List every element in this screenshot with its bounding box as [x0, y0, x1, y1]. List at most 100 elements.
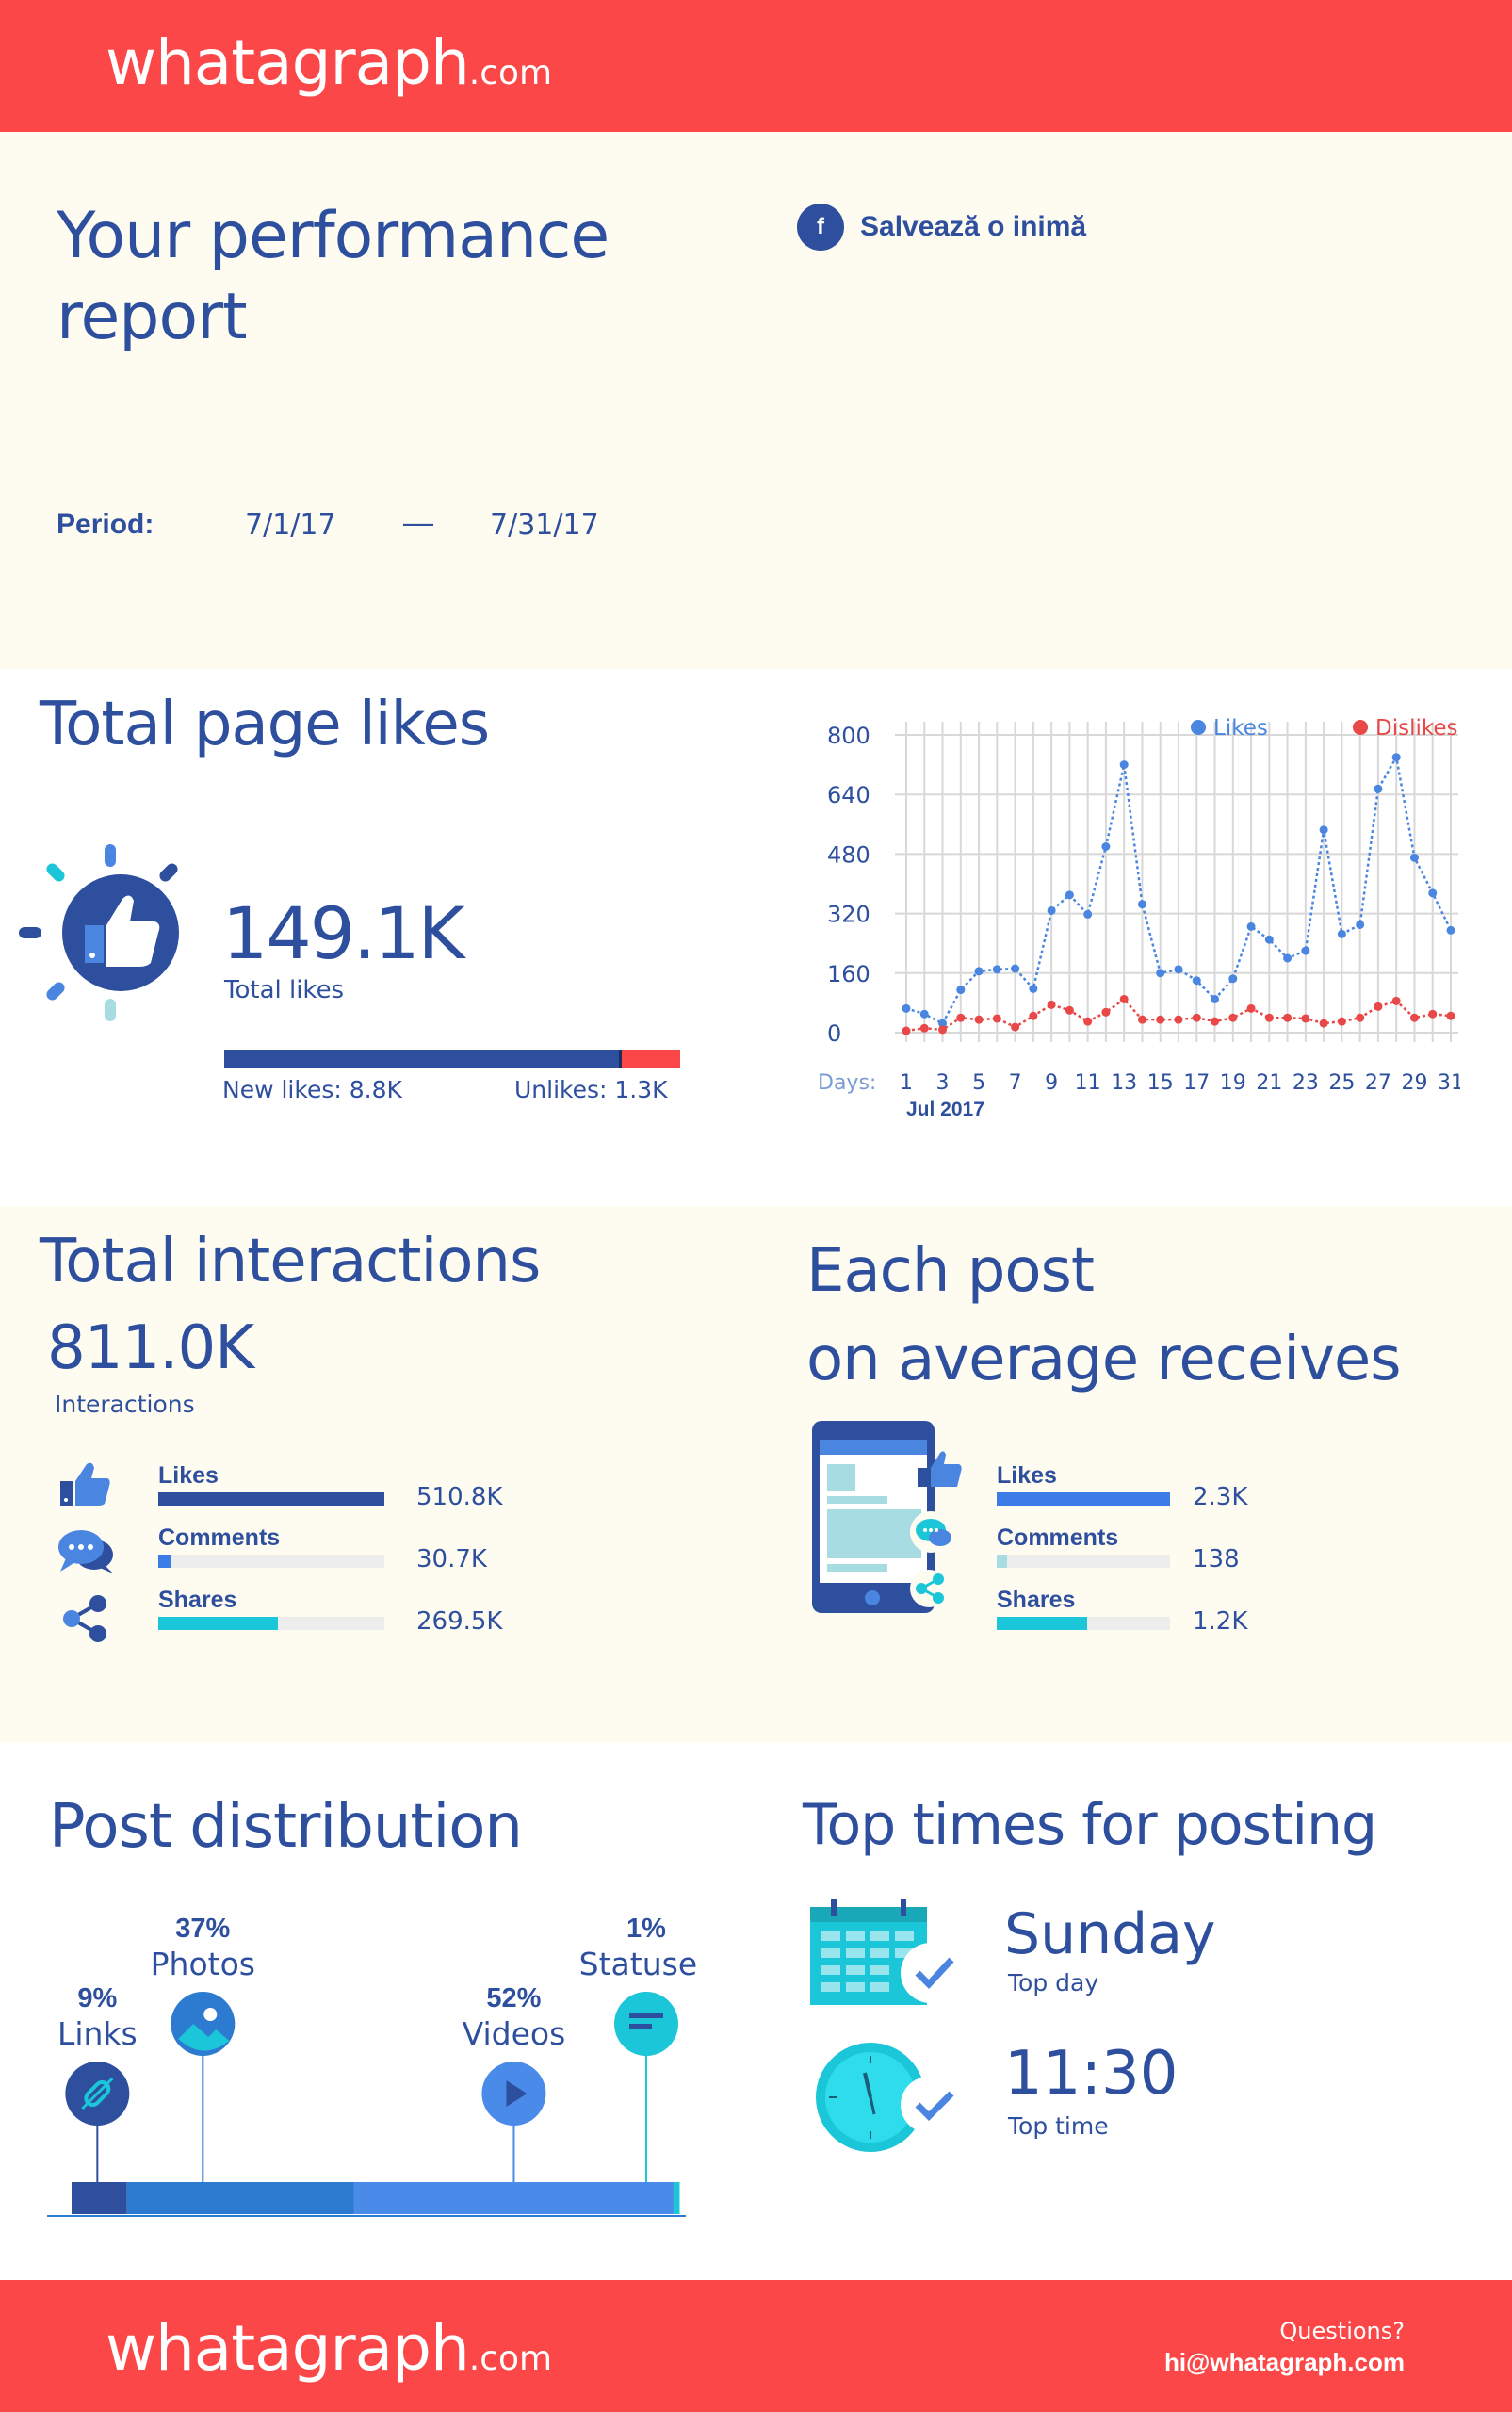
photo-mountain — [178, 2024, 230, 2051]
top-time-value: 11:30 — [1004, 2039, 1179, 2109]
distribution-percent: 9% — [77, 1983, 117, 2013]
metric-label-comments: Comments — [997, 1524, 1119, 1551]
top-day-label: Top day — [1008, 1969, 1099, 1996]
point-dislikes — [1029, 1011, 1038, 1020]
distribution-title: Post distribution — [49, 1792, 523, 1862]
metric-bar-fill — [158, 1492, 384, 1506]
point-likes — [1246, 921, 1256, 931]
distribution-percent: 1% — [626, 1914, 666, 1944]
brand-logo[interactable]: whatagraph.com — [106, 26, 553, 99]
point-likes — [902, 1003, 911, 1013]
distribution-section: Post distribution Links 9% Photos 37% Videos… — [0, 1743, 1512, 2280]
point-dislikes — [938, 1025, 948, 1035]
point-likes — [1119, 760, 1129, 770]
metric-label-shares: Shares — [997, 1587, 1076, 1613]
point-dislikes — [1065, 1005, 1074, 1015]
average-title: Each post on average receives — [806, 1236, 1402, 1394]
distribution-segment-statuses — [673, 2182, 680, 2214]
metric-bar-likes — [158, 1492, 384, 1506]
x-axis-prefix: Days: — [818, 1071, 876, 1095]
thumbs-up-icon — [60, 1462, 110, 1506]
point-likes — [1137, 900, 1146, 909]
point-dislikes — [1374, 1002, 1383, 1011]
point-likes — [1211, 994, 1220, 1003]
metric-bar-comments — [158, 1555, 384, 1568]
comment-icon — [58, 1530, 113, 1573]
y-tick-label: 480 — [827, 841, 870, 868]
metric-bar-shares — [997, 1617, 1170, 1630]
point-dislikes — [1119, 994, 1129, 1003]
point-dislikes — [1428, 1009, 1438, 1019]
clock-icon — [816, 2043, 957, 2152]
legend-marker-dislikes — [1353, 720, 1368, 735]
point-likes — [1101, 842, 1111, 851]
point-likes — [1337, 929, 1346, 938]
point-likes — [1192, 976, 1201, 986]
point-dislikes — [1301, 1014, 1310, 1023]
distribution-label: Photos — [151, 1946, 255, 1982]
point-likes — [1428, 888, 1438, 898]
point-likes — [1356, 920, 1365, 929]
metric-value-comments: 30.7K — [416, 1545, 487, 1573]
legend-label-dislikes: Dislikes — [1375, 716, 1458, 741]
chart-series — [902, 753, 1455, 1035]
likes-section: Total page likes 149.1K Total likes New … — [0, 669, 1512, 1206]
point-dislikes — [1137, 1015, 1146, 1024]
new-likes-fill — [224, 1050, 622, 1068]
y-tick-label: 320 — [827, 902, 870, 928]
total-interactions-value: 811.0K — [47, 1313, 254, 1383]
top-day-value: Sunday — [1004, 1901, 1216, 1967]
point-dislikes — [1391, 996, 1401, 1005]
point-likes — [956, 986, 966, 995]
period-start: 7/1/17 — [245, 509, 336, 542]
point-dislikes — [1264, 1013, 1274, 1022]
point-likes — [1174, 965, 1183, 974]
point-dislikes — [1083, 1017, 1093, 1026]
point-dislikes — [1246, 1003, 1256, 1013]
legend-label-likes: Likes — [1213, 716, 1268, 741]
y-tick-label: 160 — [827, 961, 870, 987]
metric-label-likes: Likes — [997, 1462, 1057, 1489]
phone-icon — [812, 1421, 962, 1613]
x-axis-caption: Jul 2017 — [906, 1099, 984, 1120]
top-time-label: Top time — [1008, 2112, 1109, 2140]
metric-value-likes: 510.8K — [416, 1483, 503, 1511]
metric-bar-likes — [997, 1492, 1170, 1506]
intro-section: Your performance report f Salvează o ini… — [0, 132, 1512, 669]
share-icon — [63, 1595, 106, 1642]
point-dislikes — [1211, 1017, 1220, 1026]
point-dislikes — [1228, 1013, 1238, 1022]
point-dislikes — [1101, 1007, 1111, 1017]
total-likes-value: 149.1K — [222, 891, 464, 975]
point-dislikes — [1319, 1019, 1328, 1028]
x-tick-label: 7 — [1009, 1071, 1022, 1095]
metric-label-comments: Comments — [158, 1524, 281, 1551]
metric-bar-fill — [997, 1492, 1170, 1506]
point-dislikes — [1337, 1017, 1346, 1026]
distribution-percent: 37% — [175, 1914, 230, 1944]
x-tick-label: 9 — [1045, 1071, 1058, 1095]
status-line — [629, 2013, 663, 2018]
period-label: Period: — [57, 509, 154, 540]
point-likes — [1156, 969, 1165, 978]
point-likes — [992, 965, 1001, 974]
play-glyph — [506, 2080, 528, 2107]
x-tick-label: 23 — [1293, 1071, 1319, 1095]
point-likes — [938, 1019, 948, 1028]
footer-email-link[interactable]: hi@whatagraph.com — [1163, 2348, 1405, 2376]
point-dislikes — [1011, 1022, 1020, 1032]
y-tick-label: 0 — [827, 1020, 841, 1047]
point-likes — [1264, 935, 1274, 944]
point-dislikes — [1192, 1013, 1201, 1022]
metric-bar-shares — [158, 1617, 384, 1630]
point-likes — [1319, 825, 1328, 835]
interactions-section: Total interactions 811.0K Interactions L… — [0, 1206, 1512, 1743]
footer-questions: Questions? — [1279, 2318, 1405, 2344]
footer-logo[interactable]: whatagraph.com — [106, 2312, 553, 2385]
point-dislikes — [902, 1026, 911, 1035]
point-likes — [1446, 925, 1455, 935]
point-likes — [1283, 953, 1293, 963]
metric-value-likes: 2.3K — [1193, 1483, 1248, 1511]
